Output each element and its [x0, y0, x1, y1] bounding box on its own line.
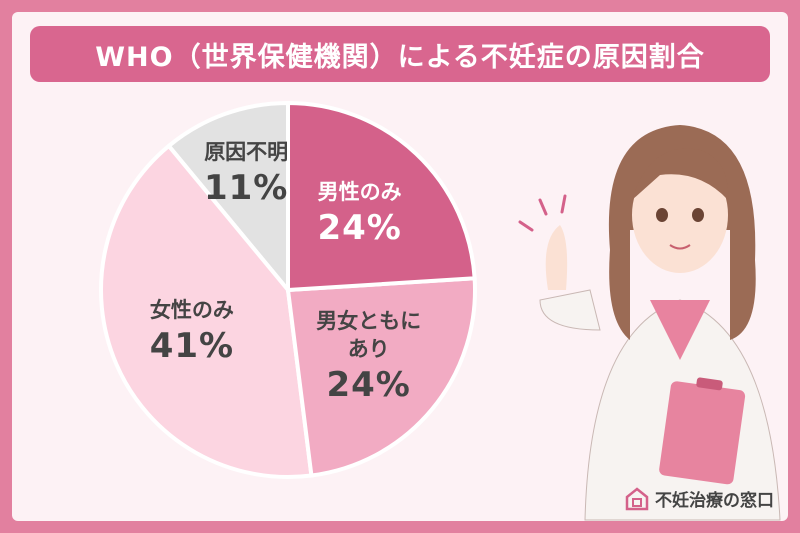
- logo-icon: [625, 486, 649, 510]
- chart-title: WHO（世界保健機関）による不妊症の原因割合: [30, 26, 770, 82]
- pie-slice: [99, 143, 314, 479]
- logo: 不妊治療の窓口: [625, 486, 774, 511]
- slice-label: 男性のみ 24%: [300, 178, 420, 250]
- value-label: 11%: [203, 167, 289, 208]
- value-label: 24%: [326, 364, 411, 405]
- slice-label: 原因不明 11%: [186, 138, 306, 210]
- category-label: 原因不明: [204, 139, 289, 164]
- slice-label: 女性のみ 41%: [132, 296, 252, 368]
- value-label: 24%: [317, 207, 402, 248]
- category-label: 男女ともにあり: [316, 308, 422, 361]
- pie-slice: [286, 100, 477, 293]
- pie-slice: [285, 276, 477, 478]
- category-label: 男性のみ: [317, 179, 402, 204]
- value-label: 41%: [149, 325, 235, 366]
- category-label: 女性のみ: [149, 297, 234, 322]
- pie-slice: [165, 100, 290, 296]
- logo-text: 不妊治療の窓口: [655, 491, 774, 511]
- slice-label: 男女ともにあり 24%: [309, 307, 429, 407]
- illustration: [518, 125, 781, 521]
